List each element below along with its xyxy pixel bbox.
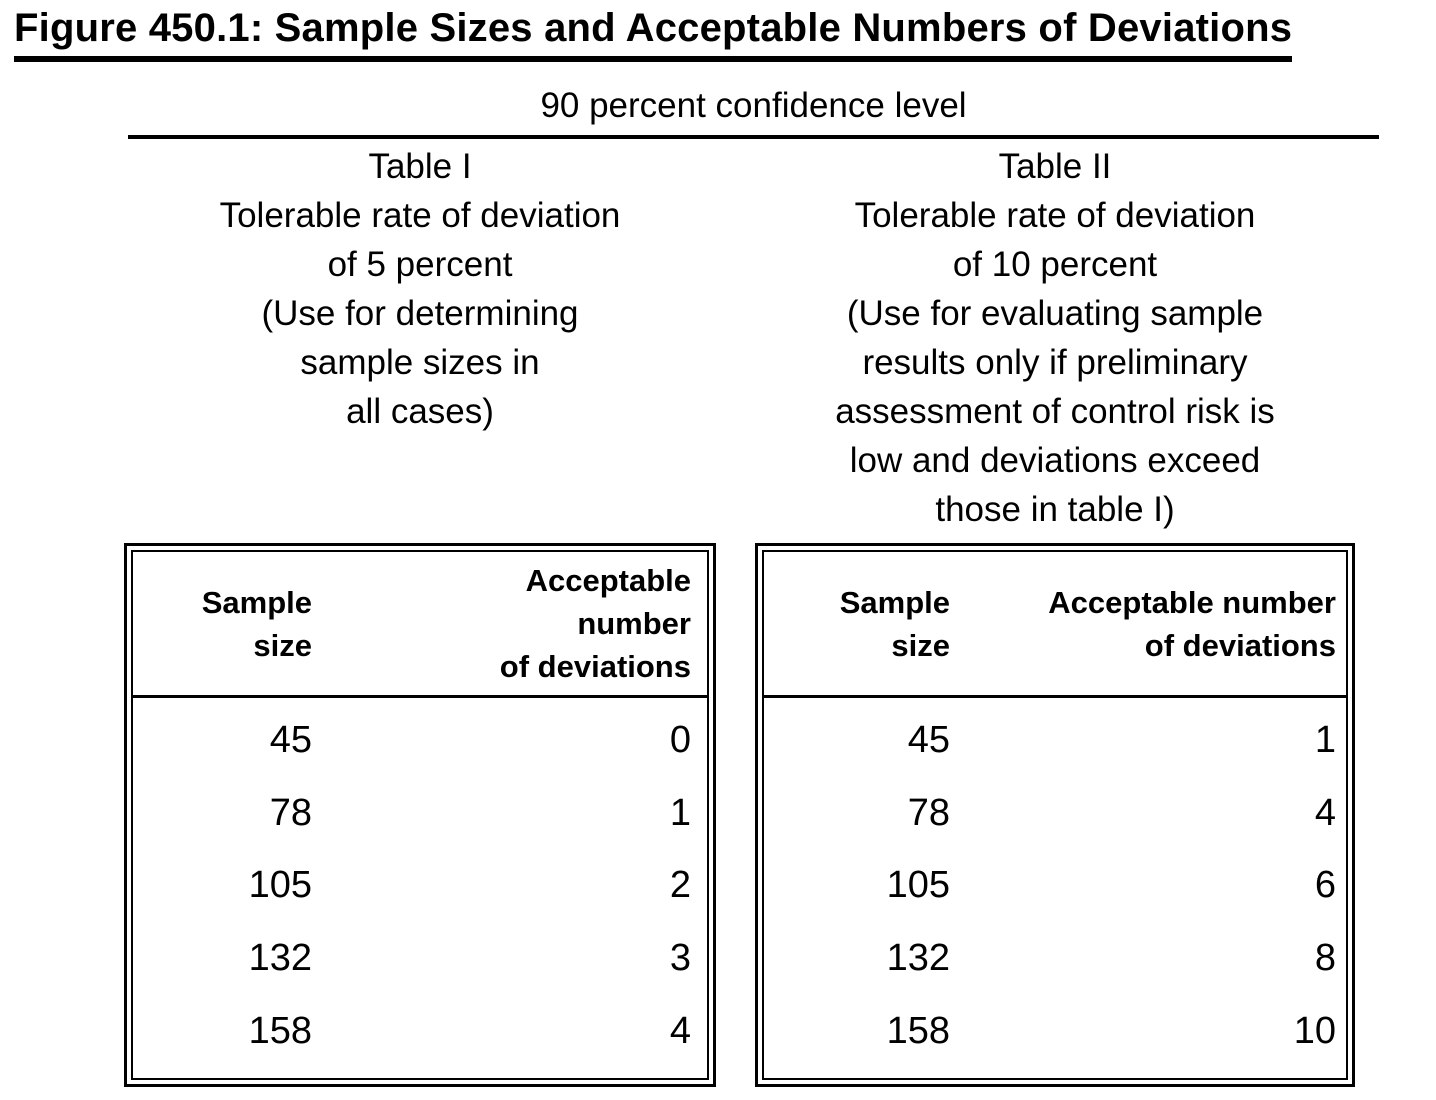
sample-size-cell: 132	[248, 937, 312, 980]
header-line: size	[253, 627, 312, 663]
header-line: Acceptable number	[1048, 584, 1336, 620]
table-row: 45 0	[133, 704, 707, 777]
heading-line: low and deviations exceed	[849, 441, 1261, 480]
header-line: Acceptable	[525, 563, 691, 598]
confidence-level-subtitle: 90 percent confidence level	[128, 86, 1379, 139]
deviations-cell: 4	[1314, 791, 1336, 834]
table-row: 105 2	[133, 850, 707, 923]
heading-line: of 10 percent	[952, 245, 1158, 284]
figure-title: Figure 450.1: Sample Sizes and Acceptabl…	[14, 6, 1293, 62]
table-row: 158 4	[133, 995, 707, 1068]
header-line: of deviations	[1144, 627, 1336, 663]
heading-line: Tolerable rate of deviation	[854, 196, 1256, 235]
deviations-cell: 0	[669, 718, 691, 761]
header-line: Sample	[839, 584, 950, 620]
table2-body: 45 1 78 4 105 6 132 8 158 10	[764, 698, 1346, 1078]
deviations-cell: 2	[669, 864, 691, 907]
heading-line: Table I	[368, 147, 472, 186]
table1-sample-size-header: Sample size	[133, 581, 312, 667]
heading-line: sample sizes in	[300, 343, 540, 382]
deviations-cell: 1	[1314, 718, 1336, 761]
heading-line: all cases)	[346, 392, 494, 431]
table2-heading: Table II Tolerable rate of deviation of …	[755, 142, 1355, 534]
heading-line: results only if preliminary	[862, 343, 1248, 382]
header-line: number	[577, 606, 691, 641]
table1-inner-border: Sample size Acceptable number of deviati…	[131, 550, 709, 1080]
table1-sample-sizes: Sample size Acceptable number of deviati…	[124, 543, 716, 1087]
heading-line: Table II	[998, 147, 1112, 186]
table-row: 132 8	[764, 922, 1346, 995]
header-line: of deviations	[499, 649, 691, 684]
table2-sample-sizes: Sample size Acceptable number of deviati…	[755, 543, 1355, 1087]
table2-deviations-header: Acceptable number of deviations	[950, 581, 1346, 667]
sample-size-cell: 78	[269, 791, 312, 834]
deviations-cell: 1	[669, 791, 691, 834]
table1-body: 45 0 78 1 105 2 132 3 158 4	[133, 698, 707, 1078]
table1-header-row: Sample size Acceptable number of deviati…	[133, 552, 707, 698]
sample-size-cell: 158	[248, 1010, 312, 1053]
header-line: Sample	[201, 584, 312, 620]
sample-size-cell: 132	[886, 937, 950, 980]
heading-line: (Use for evaluating sample	[846, 294, 1264, 333]
sample-size-cell: 105	[886, 864, 950, 907]
heading-line: assessment of control risk is	[835, 392, 1275, 431]
heading-line: (Use for determining	[261, 294, 579, 333]
header-line: size	[891, 627, 950, 663]
heading-line: of 5 percent	[327, 245, 513, 284]
table-row: 132 3	[133, 922, 707, 995]
table-row: 78 4	[764, 777, 1346, 850]
table1-heading: Table I Tolerable rate of deviation of 5…	[124, 142, 716, 436]
table2-inner-border: Sample size Acceptable number of deviati…	[762, 550, 1348, 1080]
sample-size-cell: 45	[269, 718, 312, 761]
sample-size-cell: 45	[907, 718, 950, 761]
table-row: 158 10	[764, 995, 1346, 1068]
deviations-cell: 10	[1293, 1010, 1336, 1053]
table2-sample-size-header: Sample size	[764, 581, 950, 667]
heading-line: Tolerable rate of deviation	[219, 196, 621, 235]
table-row: 105 6	[764, 850, 1346, 923]
deviations-cell: 3	[669, 937, 691, 980]
sample-size-cell: 105	[248, 864, 312, 907]
deviations-cell: 8	[1314, 937, 1336, 980]
table2-header-row: Sample size Acceptable number of deviati…	[764, 552, 1346, 698]
table-row: 45 1	[764, 704, 1346, 777]
sample-size-cell: 78	[907, 791, 950, 834]
deviations-cell: 4	[669, 1010, 691, 1053]
table-row: 78 1	[133, 777, 707, 850]
heading-line: those in table I)	[935, 490, 1175, 529]
table1-deviations-header: Acceptable number of deviations	[312, 559, 707, 688]
sample-size-cell: 158	[886, 1010, 950, 1053]
deviations-cell: 6	[1314, 864, 1336, 907]
